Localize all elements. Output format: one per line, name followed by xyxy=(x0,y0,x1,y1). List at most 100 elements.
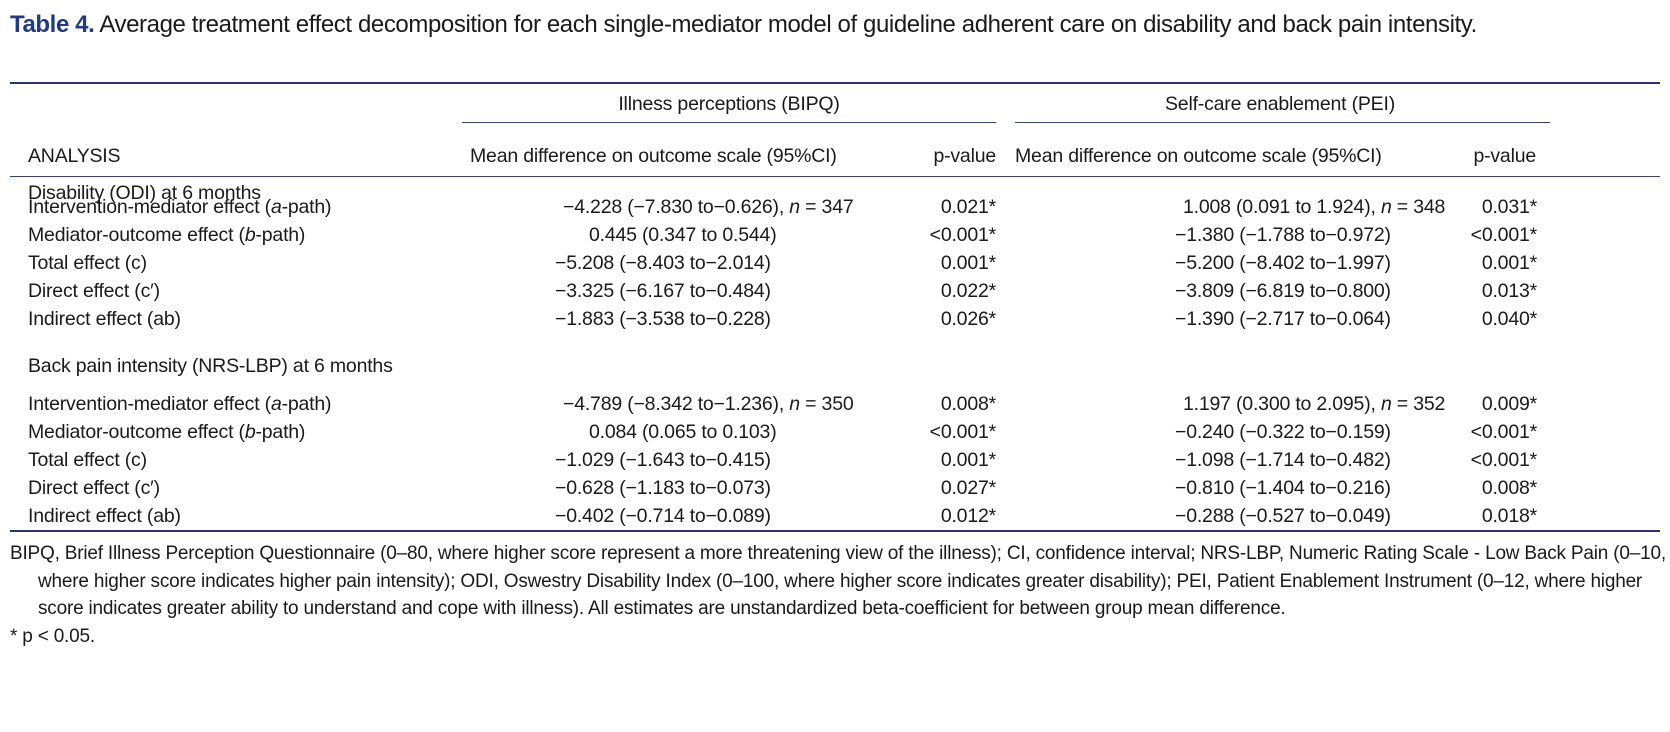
bottom-rule xyxy=(10,530,1660,532)
row-label-path: a xyxy=(270,393,282,415)
row-label: Indirect effect (ab) xyxy=(28,306,181,332)
estimate-value: −1.883 (−3.538 to−0.228) xyxy=(555,308,771,330)
estimate-value: −3.325 (−6.167 to−0.484) xyxy=(555,280,771,302)
estimate-value: 1.008 (0.091 to 1.924), xyxy=(1183,196,1381,218)
estimate-value: −0.402 (−0.714 to−0.089) xyxy=(555,505,771,527)
estimate-pei: −0.810 (−1.404 to−0.216) xyxy=(1175,475,1391,501)
estimate-pei: −1.098 (−1.714 to−0.482) xyxy=(1175,447,1391,473)
estimate-value: −5.200 (−8.402 to−1.997) xyxy=(1175,252,1391,274)
estimate-value: −4.228 (−7.830 to−0.626), xyxy=(563,196,790,218)
p-value-pei: <0.001* xyxy=(1470,449,1538,471)
p-value-pei: 0.013* xyxy=(1481,280,1537,302)
p-value-bipq: 0.022* xyxy=(940,280,996,302)
p-value-pei: <0.001* xyxy=(1470,421,1538,443)
row-label: Intervention-mediator effect (a-path) xyxy=(28,194,332,220)
sample-size-label: n xyxy=(789,196,800,218)
group-header-bipq: Illness perceptions (BIPQ) xyxy=(618,93,840,115)
sample-size-value: = 350 xyxy=(799,393,854,415)
header-rule xyxy=(10,176,1660,177)
p-value-bipq: <0.001* xyxy=(929,421,997,443)
row-label-suffix: -path) xyxy=(281,393,332,415)
row-label-text: Total effect (c) xyxy=(28,252,147,274)
estimate-value: −5.208 (−8.403 to−2.014) xyxy=(555,252,771,274)
estimate-bipq: −4.789 (−8.342 to−1.236), n = 350 xyxy=(563,391,854,417)
estimate-value: −1.380 (−1.788 to−0.972) xyxy=(1175,224,1391,246)
row-label: Intervention-mediator effect (a-path) xyxy=(28,391,332,417)
estimate-value: 1.197 (0.300 to 2.095), xyxy=(1183,393,1381,415)
row-label-text: Indirect effect (ab) xyxy=(28,308,181,330)
estimate-value: 0.445 (0.347 to 0.544) xyxy=(589,224,777,246)
caption-text: Average treatment effect decomposition f… xyxy=(94,11,1477,38)
row-label-text: Total effect (c) xyxy=(28,449,147,471)
estimate-value: −1.029 (−1.643 to−0.415) xyxy=(555,449,771,471)
sample-size-label: n xyxy=(789,393,800,415)
estimate-value: −0.240 (−0.322 to−0.159) xyxy=(1175,421,1391,443)
section-label: Back pain intensity (NRS-LBP) at 6 month… xyxy=(28,355,393,377)
footnote-significance: * p < 0.05. xyxy=(10,625,95,647)
estimate-bipq: 0.445 (0.347 to 0.544) xyxy=(589,222,777,248)
sample-size-value: = 348 xyxy=(1391,196,1446,218)
row-label-suffix: -path) xyxy=(255,421,306,443)
estimate-bipq: −1.883 (−3.538 to−0.228) xyxy=(555,306,771,332)
table-caption: Table 4. Average treatment effect decomp… xyxy=(10,8,1660,41)
col-header-p-pei: p-value xyxy=(1473,145,1536,167)
estimate-pei: −0.288 (−0.527 to−0.049) xyxy=(1175,503,1391,529)
p-value-pei: 0.018* xyxy=(1481,505,1537,527)
row-label: Mediator-outcome effect (b-path) xyxy=(28,222,305,248)
col-header-mean-pei: Mean difference on outcome scale (95%CI) xyxy=(1015,145,1382,167)
top-rule xyxy=(10,82,1660,84)
row-label-suffix: -path) xyxy=(281,196,332,218)
row-label-path: b xyxy=(244,224,256,246)
estimate-value: −1.098 (−1.714 to−0.482) xyxy=(1175,449,1391,471)
p-value-bipq: <0.001* xyxy=(929,224,997,246)
table-footnotes: BIPQ, Brief Illness Perception Questionn… xyxy=(10,540,1668,650)
estimate-value: −0.288 (−0.527 to−0.049) xyxy=(1175,505,1391,527)
p-value-bipq: 0.012* xyxy=(940,505,996,527)
section-label: Disability (ODI) at 6 months xyxy=(28,182,261,204)
estimate-bipq: −4.228 (−7.830 to−0.626), n = 347 xyxy=(563,194,854,220)
col-header-analysis: ANALYSIS xyxy=(28,145,121,167)
estimate-pei: −1.390 (−2.717 to−0.064) xyxy=(1175,306,1391,332)
footnote-abbreviations: BIPQ, Brief Illness Perception Questionn… xyxy=(10,543,1666,619)
estimate-value: −0.628 (−1.183 to−0.073) xyxy=(555,477,771,499)
estimate-pei: 1.008 (0.091 to 1.924), n = 348 xyxy=(1183,194,1445,220)
p-value-bipq: 0.001* xyxy=(940,252,996,274)
row-label: Direct effect (c′) xyxy=(28,475,160,501)
row-label-text: Intervention-mediator effect ( xyxy=(28,393,271,415)
row-label-text: Mediator-outcome effect ( xyxy=(28,224,245,246)
estimate-bipq: −5.208 (−8.403 to−2.014) xyxy=(555,250,771,276)
estimate-pei: −1.380 (−1.788 to−0.972) xyxy=(1175,222,1391,248)
p-value-pei: 0.040* xyxy=(1481,308,1537,330)
row-label: Indirect effect (ab) xyxy=(28,503,181,529)
table-label: Table 4. xyxy=(10,11,95,38)
estimate-pei: 1.197 (0.300 to 2.095), n = 352 xyxy=(1183,391,1445,417)
p-value-bipq: 0.021* xyxy=(940,196,996,218)
group-header-pei: Self-care enablement (PEI) xyxy=(1165,93,1395,115)
row-label: Direct effect (c′) xyxy=(28,278,160,304)
col-header-mean-bipq: Mean difference on outcome scale (95%CI) xyxy=(470,145,837,167)
estimate-bipq: −0.402 (−0.714 to−0.089) xyxy=(555,503,771,529)
p-value-bipq: 0.027* xyxy=(940,477,996,499)
p-value-bipq: 0.008* xyxy=(940,393,996,415)
row-label-text: Mediator-outcome effect ( xyxy=(28,421,245,443)
estimate-bipq: −3.325 (−6.167 to−0.484) xyxy=(555,278,771,304)
row-label-suffix: -path) xyxy=(255,224,306,246)
estimate-pei: −3.809 (−6.819 to−0.800) xyxy=(1175,278,1391,304)
estimate-bipq: −1.029 (−1.643 to−0.415) xyxy=(555,447,771,473)
p-value-pei: 0.008* xyxy=(1481,477,1537,499)
p-value-pei: <0.001* xyxy=(1470,224,1538,246)
p-value-pei: 0.031* xyxy=(1481,196,1537,218)
p-value-pei: 0.001* xyxy=(1481,252,1537,274)
estimate-value: −3.809 (−6.819 to−0.800) xyxy=(1175,280,1391,302)
sample-size-label: n xyxy=(1380,196,1392,218)
row-label: Mediator-outcome effect (b-path) xyxy=(28,419,305,445)
col-header-p-bipq: p-value xyxy=(933,145,996,167)
sample-size-value: = 352 xyxy=(1391,393,1446,415)
p-value-pei: 0.009* xyxy=(1481,393,1537,415)
estimate-value: −1.390 (−2.717 to−0.064) xyxy=(1175,308,1391,330)
estimate-value: 0.084 (0.065 to 0.103) xyxy=(589,421,777,443)
estimate-bipq: 0.084 (0.065 to 0.103) xyxy=(589,419,777,445)
row-label-path: b xyxy=(244,421,256,443)
group-rule-pei xyxy=(1015,122,1550,123)
group-rule-bipq xyxy=(462,122,996,123)
